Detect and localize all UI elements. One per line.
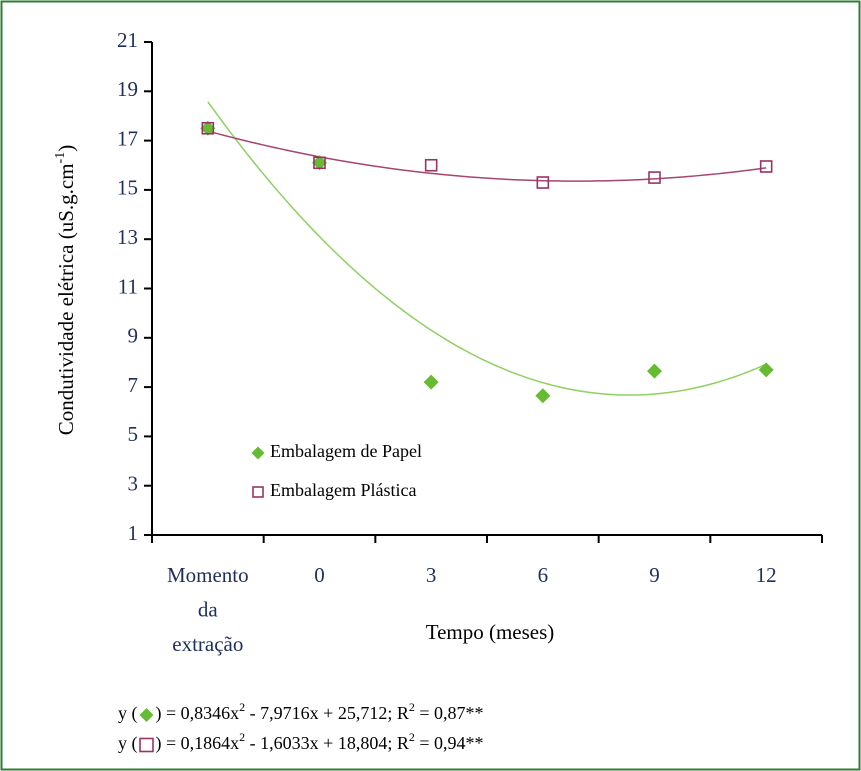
equation-part: ; R — [387, 703, 409, 723]
equation-part: 25,712 — [338, 703, 388, 723]
y-axis-label-close: ) — [54, 145, 78, 152]
y-tick-label: 13 — [117, 225, 138, 249]
x-tick-label: 0 — [314, 563, 325, 587]
legend-marker — [251, 446, 265, 460]
marker — [423, 374, 439, 390]
y-axis-label-text: Condutividade elétrica (uS.g.cm — [54, 163, 78, 435]
marker — [313, 156, 326, 170]
marker — [535, 388, 551, 404]
x-axis-label: Tempo (meses) — [426, 620, 555, 644]
equation-part: ) = — [156, 703, 181, 724]
equation-marker — [139, 737, 154, 753]
equation-part: 18,804 — [338, 733, 388, 753]
equation-part: 0,1864 — [181, 733, 231, 753]
equation-part: ** — [465, 733, 483, 753]
equation-part: 0,87 — [434, 703, 466, 723]
marker — [758, 362, 774, 378]
y-tick-label: 9 — [128, 324, 139, 348]
legend-label: Embalagem Plástica — [270, 480, 416, 500]
y-axis-label: Condutividade elétrica (uS.g.cm-1) — [53, 145, 78, 435]
equation-part: 2 — [239, 730, 245, 744]
equation-part: x + — [310, 703, 338, 723]
equation-part: x + — [310, 733, 338, 753]
y-tick-label: 15 — [117, 176, 138, 200]
y-tick-label: 21 — [117, 28, 138, 52]
equation: ) = 0,8346x2 - 7,9716x + 25,712; R2 = 0,… — [156, 700, 484, 724]
x-tick-label: Momento da extração — [167, 563, 249, 656]
equation-part: - — [245, 733, 260, 753]
equation-part: 2 — [409, 730, 415, 744]
y-axis-label-sup: -1 — [53, 152, 68, 164]
equation-part: 0,8346 — [181, 703, 231, 723]
equation-part: 1,6033 — [260, 733, 310, 753]
x-tick-label: 3 — [426, 563, 437, 587]
marker — [536, 176, 550, 189]
y-tick-label: 3 — [128, 472, 139, 496]
equation-lead: y ( — [118, 733, 138, 754]
marker — [648, 171, 661, 184]
x-tick-label: 12 — [756, 563, 777, 587]
equation-part: = — [415, 733, 434, 753]
trend-line — [207, 130, 767, 182]
equation-part: x — [230, 733, 239, 753]
y-tick-label: 19 — [117, 77, 138, 101]
equation-part: 2 — [409, 700, 415, 714]
equation-part: 2 — [239, 700, 245, 714]
equation-lead: y ( — [118, 703, 138, 724]
y-tick-label: 5 — [128, 422, 139, 446]
equation-part: 0,94 — [434, 733, 466, 753]
equation-part: ** — [465, 703, 483, 723]
y-tick-label: 11 — [118, 274, 138, 298]
marker — [759, 160, 773, 173]
x-tick-label: 6 — [538, 563, 549, 587]
legend-label: Embalagem de Papel — [270, 441, 422, 461]
trend-line — [207, 101, 767, 396]
y-tick-label: 17 — [117, 126, 138, 150]
y-tick-label: 1 — [128, 521, 139, 545]
y-tick-label: 7 — [128, 373, 139, 397]
equation-part: 7,9716 — [260, 703, 310, 723]
equation: ) = 0,1864x2 - 1,6033x + 18,804; R2 = 0,… — [156, 730, 484, 754]
equation-part: = — [415, 703, 434, 723]
equation-part: ) = — [156, 733, 181, 754]
equation-part: - — [245, 703, 260, 723]
marker — [424, 158, 438, 172]
marker — [647, 363, 662, 379]
marker — [201, 121, 215, 135]
marker — [200, 120, 216, 136]
equation-part: ; R — [387, 733, 409, 753]
x-tick-label: 9 — [649, 563, 660, 587]
legend-marker — [252, 486, 264, 498]
equation-marker — [139, 708, 154, 722]
equation-part: x — [230, 703, 239, 723]
marker — [312, 155, 327, 171]
